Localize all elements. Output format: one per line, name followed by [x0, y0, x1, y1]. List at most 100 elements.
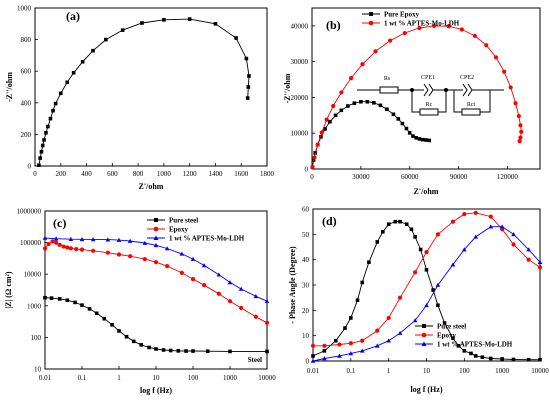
- data-point: [102, 316, 107, 321]
- legend-label: Epoxy: [169, 226, 189, 234]
- data-point: [337, 342, 342, 347]
- data-point: [462, 211, 467, 217]
- data-point: [516, 113, 521, 119]
- data-point: [315, 142, 320, 147]
- y-tick-label: 10: [34, 366, 42, 374]
- series-line: [44, 237, 268, 302]
- x-tick-label: 1200: [183, 170, 198, 178]
- x-tick-label: 600: [107, 170, 118, 178]
- data-point: [393, 219, 398, 224]
- data-point: [360, 280, 365, 285]
- data-point: [369, 12, 373, 16]
- y-tick-label: 1000: [17, 5, 32, 13]
- data-point: [413, 235, 417, 239]
- chart-panel-a: 0 200 400 600 800 1000 1200 1400 1600 1800 0 200 400…: [5, 5, 275, 192]
- series-pure-epoxy: [310, 99, 432, 170]
- y-tick-label: 30: [302, 282, 310, 290]
- data-point: [500, 357, 504, 361]
- data-point: [68, 246, 73, 251]
- x-tick-label: 400: [81, 170, 92, 178]
- data-point: [526, 357, 531, 362]
- x-tick-label: 10: [423, 367, 431, 375]
- x-tick-label: 1000: [495, 367, 510, 375]
- data-point: [80, 59, 85, 64]
- x-tick-label: 90000: [450, 173, 468, 181]
- series-line: [44, 240, 268, 324]
- data-point: [459, 27, 464, 32]
- x-tick-label: 0.1: [346, 367, 355, 375]
- data-point: [348, 351, 354, 356]
- data-point: [349, 316, 353, 320]
- data-point: [397, 295, 403, 300]
- data-point: [322, 349, 327, 353]
- data-point: [331, 103, 336, 109]
- data-point: [381, 230, 385, 234]
- x-tick-label: 0.01: [307, 367, 320, 375]
- data-point: [90, 237, 96, 242]
- data-point: [124, 334, 129, 339]
- data-point: [386, 315, 391, 321]
- data-point: [424, 302, 429, 308]
- data-point: [398, 219, 402, 224]
- data-point: [499, 224, 505, 229]
- data-point: [359, 99, 363, 104]
- data-point: [352, 101, 357, 105]
- data-point: [404, 126, 409, 131]
- x-tick-label: 1000: [223, 374, 238, 382]
- series-1-wt-aptes-mo-ldh: [310, 224, 543, 363]
- resistor-rs: [379, 86, 399, 94]
- data-point: [396, 117, 401, 121]
- circuit-label-rct: Rct: [467, 102, 476, 108]
- y-tick-label: 40000: [291, 22, 309, 30]
- data-point: [213, 22, 218, 26]
- y-tick-label: 60: [302, 206, 310, 214]
- data-point: [42, 246, 48, 251]
- data-point: [246, 85, 251, 89]
- data-point: [65, 298, 70, 303]
- data-point: [40, 143, 45, 148]
- data-point: [57, 242, 62, 247]
- data-point: [179, 251, 185, 256]
- data-point: [462, 247, 467, 252]
- y-tick-label: 30000: [291, 58, 309, 66]
- data-point: [227, 299, 233, 304]
- data-point: [322, 356, 327, 361]
- panel-label: (b): [326, 18, 341, 32]
- circuit-label-cpe2: CPE2: [460, 75, 474, 81]
- data-point: [538, 357, 542, 362]
- data-point: [397, 330, 403, 335]
- data-point: [227, 280, 233, 285]
- circuit-label-rc: Rc: [426, 102, 433, 108]
- y-tick-label: 400: [21, 99, 32, 107]
- cpe1-symbol: [423, 83, 434, 97]
- data-point: [71, 70, 76, 75]
- data-point: [421, 341, 427, 346]
- data-point: [518, 135, 523, 140]
- data-point: [511, 232, 516, 237]
- y-tick-label: 20: [302, 307, 310, 315]
- data-point: [473, 354, 478, 358]
- data-point: [61, 244, 66, 249]
- x-tick-label: 0: [33, 170, 37, 178]
- data-point: [79, 237, 85, 242]
- data-point: [473, 210, 478, 215]
- data-point: [80, 303, 84, 307]
- data-point: [46, 124, 50, 129]
- data-point: [153, 260, 159, 265]
- series-epoxy: [42, 239, 270, 325]
- data-point: [165, 264, 170, 269]
- y-axis-label: -Z''/ohm: [283, 73, 292, 103]
- data-point: [253, 314, 258, 319]
- legend-label: 1 wt % APTES-Mo-LDH: [384, 20, 460, 28]
- y-tick-label: 800: [21, 36, 32, 44]
- data-point: [310, 358, 316, 363]
- data-point: [488, 214, 493, 219]
- data-point: [239, 305, 244, 311]
- data-point: [58, 91, 63, 96]
- data-point: [372, 101, 376, 105]
- series-line: [38, 18, 250, 166]
- data-point: [355, 298, 360, 302]
- data-point: [469, 351, 473, 356]
- data-point: [265, 349, 269, 354]
- data-point: [508, 85, 513, 90]
